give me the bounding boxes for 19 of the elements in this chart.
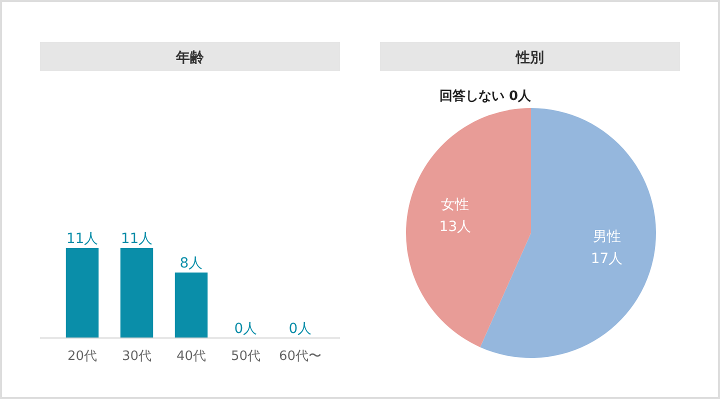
pie-slice [480, 108, 656, 358]
data-label: 8人 [180, 256, 203, 272]
chart-title: 性別 [515, 50, 544, 66]
data-label: 0人 [288, 321, 312, 337]
data-label: 11人 [120, 231, 153, 247]
data-label: 17人 [590, 251, 623, 268]
category-label: 回答しない 0人 [439, 89, 531, 104]
data-label: 13人 [439, 218, 472, 235]
data-label: 11人 [66, 231, 98, 247]
pie-slice [406, 108, 531, 348]
slice-label: 男性 [592, 229, 621, 246]
data-label: 0人 [234, 321, 258, 337]
x-tick-label: 40代 [176, 349, 206, 364]
chart-title: 年齢 [175, 50, 205, 66]
x-tick-label: 50代 [230, 349, 261, 364]
x-tick-label: 30代 [122, 349, 152, 364]
x-tick-label: 60代〜 [278, 349, 322, 364]
slice-label: 女性 [441, 196, 470, 213]
x-tick-label: 20代 [67, 349, 98, 364]
